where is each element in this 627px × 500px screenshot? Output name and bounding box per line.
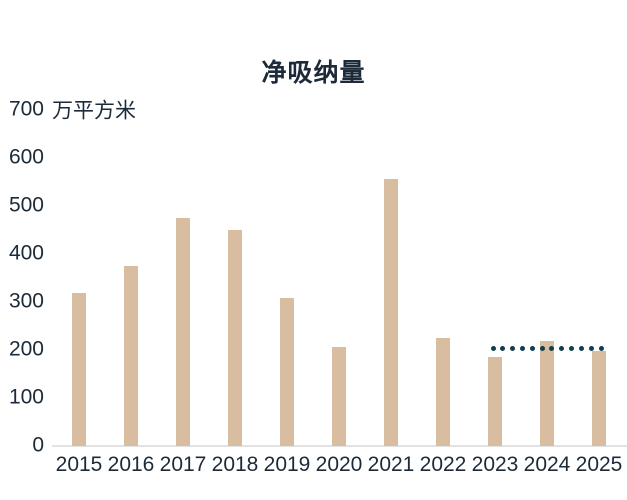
y-axis-tick-label: 600 bbox=[8, 145, 44, 169]
x-axis-tick-label: 2019 bbox=[263, 453, 311, 476]
forecast-line-dot bbox=[578, 345, 584, 351]
bar-2015 bbox=[72, 293, 86, 446]
forecast-line-dot bbox=[569, 345, 575, 351]
y-axis-tick-label: 500 bbox=[8, 193, 44, 217]
y-axis-tick-label: 300 bbox=[8, 289, 44, 313]
x-axis-tick-label: 2021 bbox=[367, 453, 415, 476]
forecast-line-dot bbox=[529, 345, 535, 351]
x-axis-tick-label: 2023 bbox=[471, 453, 519, 476]
bar-2023 bbox=[488, 357, 502, 446]
forecast-line-dot bbox=[490, 345, 496, 351]
y-axis-tick-label: 400 bbox=[8, 241, 44, 265]
bar-2025 bbox=[592, 350, 606, 446]
bar-2018 bbox=[228, 230, 242, 446]
bar-2021 bbox=[384, 179, 398, 446]
y-axis-tick-label: 100 bbox=[8, 385, 44, 409]
bar-2017 bbox=[176, 217, 190, 446]
x-axis-tick-label: 2020 bbox=[315, 453, 363, 476]
y-axis-tick-label: 200 bbox=[8, 337, 44, 361]
forecast-line-dot bbox=[559, 345, 565, 351]
x-axis-tick-label: 2016 bbox=[107, 453, 155, 476]
x-axis-tick-label: 2018 bbox=[211, 453, 259, 476]
x-axis-tick-label: 2015 bbox=[55, 453, 103, 476]
x-axis-tick-label: 2025 bbox=[575, 453, 623, 476]
forecast-line-dot bbox=[519, 345, 525, 351]
bar-2019 bbox=[280, 298, 294, 446]
chart-title: 净吸纳量 bbox=[261, 59, 366, 87]
x-axis-tick-label: 2022 bbox=[419, 453, 467, 476]
bar-2022 bbox=[436, 338, 450, 446]
bar-2024 bbox=[540, 340, 554, 446]
bar-2020 bbox=[332, 347, 346, 446]
forecast-line-dot bbox=[598, 345, 604, 351]
forecast-line-dot bbox=[510, 345, 516, 351]
y-axis-unit-label: 万平方米 bbox=[52, 99, 136, 123]
forecast-line-dot bbox=[549, 345, 555, 351]
x-axis-tick-label: 2024 bbox=[523, 453, 571, 476]
y-axis-tick-label: 0 bbox=[32, 433, 44, 457]
forecast-line-dot bbox=[588, 345, 594, 351]
x-axis-tick-label: 2017 bbox=[159, 453, 207, 476]
forecast-line-dot bbox=[539, 345, 545, 351]
forecast-line-dot bbox=[500, 345, 506, 351]
x-axis-line bbox=[52, 445, 627, 447]
bar-2016 bbox=[124, 266, 138, 446]
y-axis-tick-label: 700 bbox=[8, 97, 44, 121]
